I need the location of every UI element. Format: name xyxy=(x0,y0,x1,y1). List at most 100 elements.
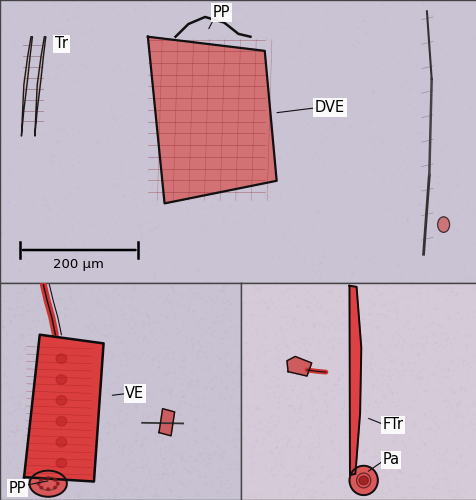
Point xyxy=(394,426,401,434)
Point xyxy=(393,315,400,323)
Point xyxy=(469,206,476,214)
Point xyxy=(156,449,163,457)
Point xyxy=(381,461,389,469)
Point xyxy=(332,472,340,480)
Point xyxy=(187,468,194,475)
Point xyxy=(245,366,253,374)
Point xyxy=(250,361,258,369)
Point xyxy=(70,369,78,377)
Point xyxy=(173,299,181,307)
Point xyxy=(299,428,307,436)
Point xyxy=(271,330,279,338)
Point xyxy=(401,66,409,74)
Point xyxy=(340,310,347,318)
Point xyxy=(298,414,306,422)
Point xyxy=(153,491,161,499)
Point xyxy=(50,478,58,486)
Point xyxy=(30,445,38,453)
Point xyxy=(472,338,476,345)
Point xyxy=(413,288,420,296)
Point xyxy=(281,128,289,136)
Point xyxy=(152,456,159,464)
Point xyxy=(307,154,315,162)
Point xyxy=(100,477,108,485)
Point xyxy=(428,482,436,490)
Point xyxy=(151,318,159,326)
Point xyxy=(366,365,374,373)
Point xyxy=(104,136,111,144)
Point xyxy=(70,376,78,384)
Point xyxy=(447,288,455,296)
Point xyxy=(420,10,427,18)
Point xyxy=(206,458,214,466)
Point xyxy=(358,314,366,322)
Point xyxy=(145,389,153,397)
Point xyxy=(434,284,441,292)
Point xyxy=(189,163,197,171)
Point xyxy=(412,372,420,380)
Point xyxy=(216,479,224,487)
Point xyxy=(109,496,117,500)
Point xyxy=(466,442,474,450)
Point xyxy=(19,460,27,468)
Point xyxy=(471,0,476,8)
Point xyxy=(198,402,206,410)
Point xyxy=(119,349,127,357)
Point xyxy=(172,463,179,471)
Point xyxy=(301,302,309,310)
Point xyxy=(175,107,183,115)
Circle shape xyxy=(40,486,43,489)
Point xyxy=(288,482,296,490)
Point xyxy=(69,357,77,365)
Point xyxy=(236,372,243,380)
Point xyxy=(393,388,400,396)
Point xyxy=(208,66,215,74)
Point xyxy=(123,462,131,470)
Point xyxy=(226,300,234,308)
Point xyxy=(191,380,199,388)
Point xyxy=(291,170,299,178)
Point xyxy=(321,124,329,132)
Point xyxy=(218,162,225,170)
Text: PP: PP xyxy=(212,5,229,20)
Point xyxy=(158,436,165,444)
Point xyxy=(43,466,50,474)
Point xyxy=(16,297,23,305)
Point xyxy=(41,271,49,279)
Point xyxy=(393,424,400,432)
Point xyxy=(442,14,450,22)
Point xyxy=(17,311,25,319)
Point xyxy=(65,119,73,127)
Point xyxy=(204,462,211,470)
Point xyxy=(178,380,186,388)
Point xyxy=(31,337,39,345)
Point xyxy=(119,192,126,200)
Point xyxy=(405,290,413,298)
Point xyxy=(278,201,285,209)
Point xyxy=(354,119,361,127)
Point xyxy=(151,414,159,422)
Point xyxy=(106,356,114,364)
Point xyxy=(451,488,459,496)
Point xyxy=(226,482,234,490)
Point xyxy=(248,378,255,386)
Point xyxy=(294,372,302,380)
Point xyxy=(223,159,230,167)
Point xyxy=(374,133,382,141)
Point xyxy=(107,310,115,318)
Point xyxy=(43,58,51,66)
Point xyxy=(432,346,439,354)
Point xyxy=(239,371,247,379)
Point xyxy=(200,72,208,80)
Point xyxy=(435,76,443,84)
Point xyxy=(193,50,201,58)
Point xyxy=(436,146,444,154)
Point xyxy=(260,148,268,156)
Point xyxy=(376,342,383,349)
Point xyxy=(82,260,90,268)
Point xyxy=(74,218,82,226)
Point xyxy=(54,360,62,368)
Point xyxy=(93,412,101,420)
Point xyxy=(39,60,47,68)
Point xyxy=(102,462,109,469)
